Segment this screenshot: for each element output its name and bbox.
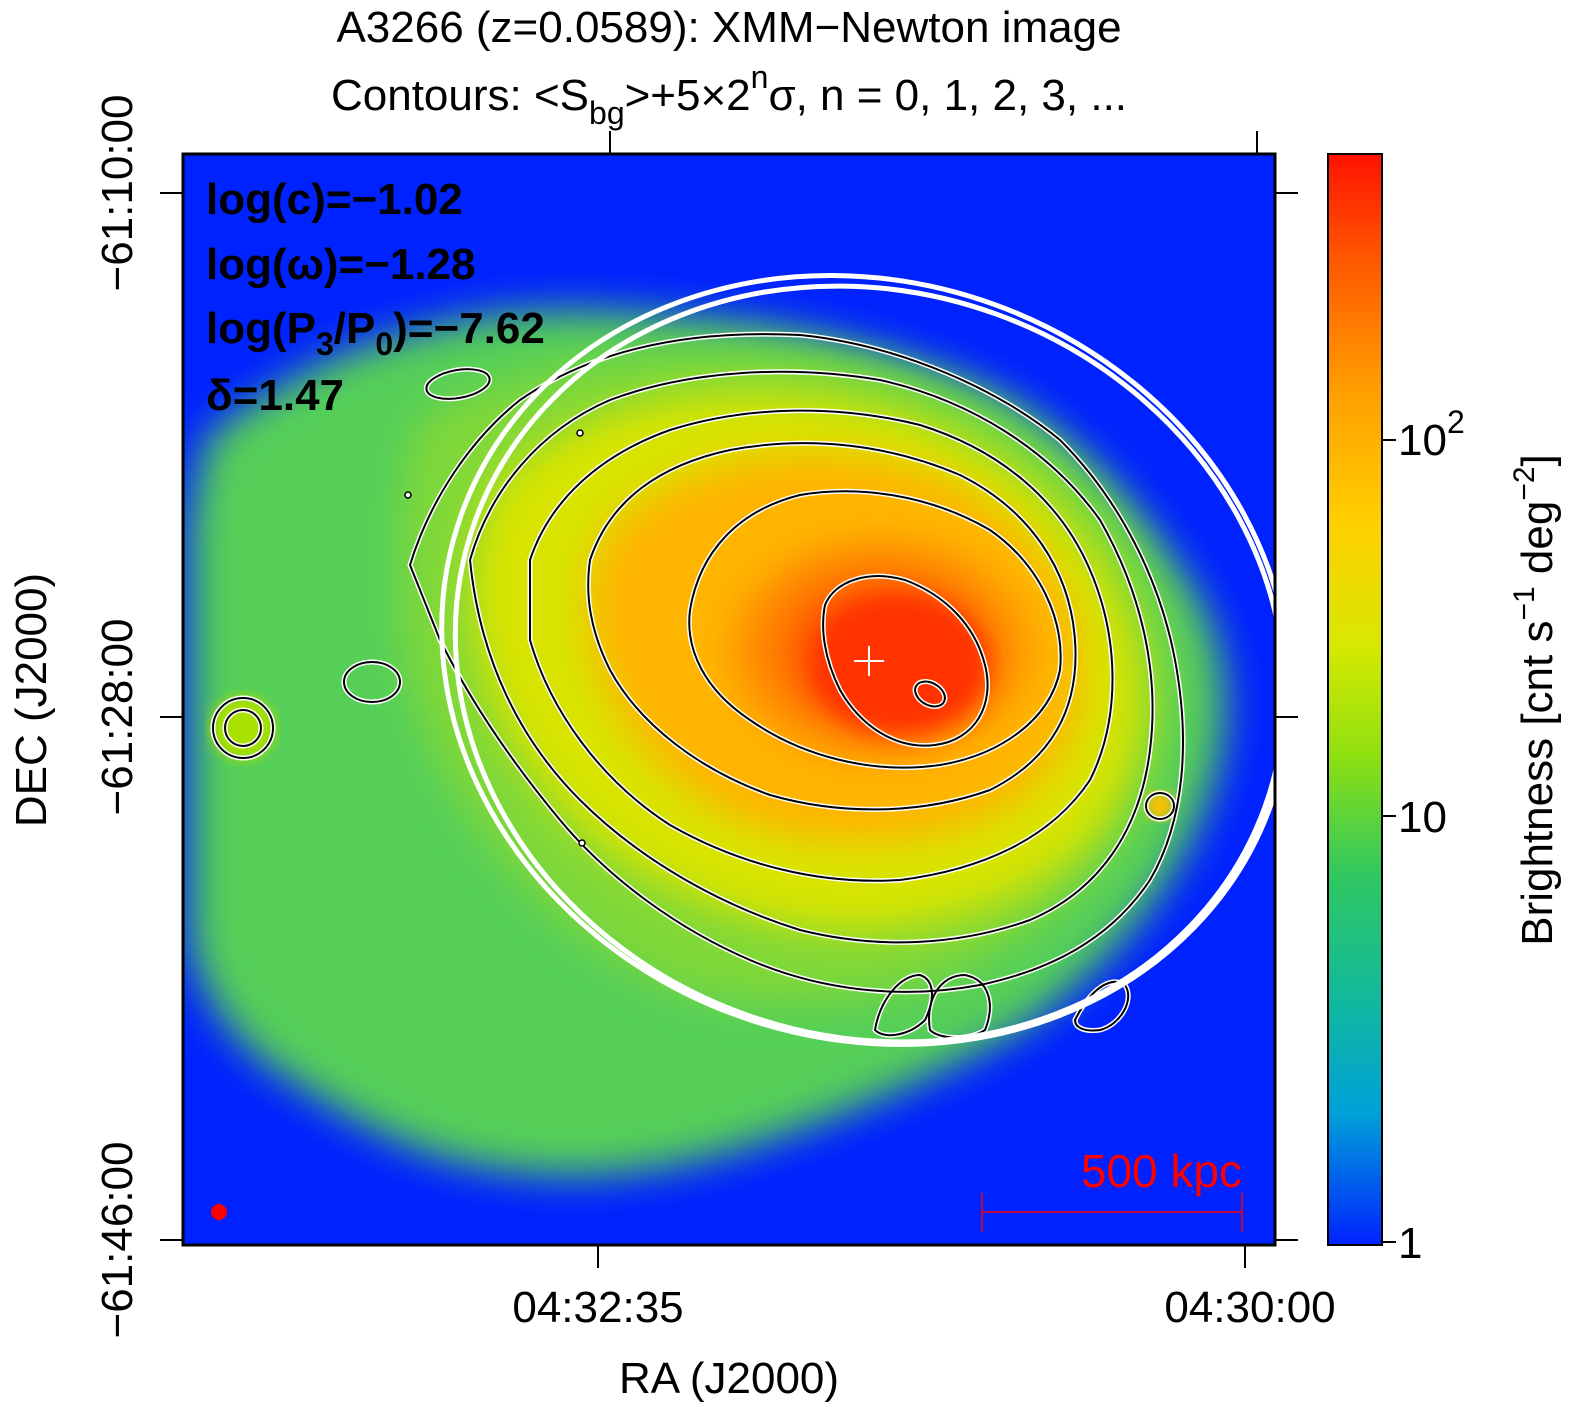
colorbar-gradient [1328,154,1382,1245]
point-source-east-glow [1146,792,1174,820]
plot-frame [181,152,1277,1247]
param-concentration: log(c)=−1.02 [206,175,463,224]
parameter-block: log(c)=−1.02 log(ω)=−1.28 log(P3/P0)=−7.… [206,175,545,420]
figure-title: A3266 (z=0.0589): XMM−Newton image [336,3,1121,52]
y-axis-label: DEC (J2000) [7,573,56,827]
y-tick-label: −61:10:00 [93,95,142,292]
y-tick-label: −61:28:00 [93,619,142,816]
beam-marker-icon [211,1204,227,1220]
x-tick-label: 04:30:00 [1164,1283,1335,1332]
xray-image: 500 kpc log(c)=−1.02 log(ω)=−1.28 log(P3… [183,154,1275,1245]
center-cross-icon [854,646,884,676]
colorbar-tick-label: 10 [1398,793,1447,842]
point-source-glow [211,696,275,760]
aperture-ellipse [439,273,1275,1047]
colorbar-tick-label: 1 [1398,1219,1422,1268]
figure-subtitle: Contours: <Sbg>+5×2nσ, n = 0, 1, 2, 3, .… [331,59,1127,131]
x-axis-label: RA (J2000) [619,1354,839,1403]
colorbar-label: Brightness [cnt s−1 deg−2] [1508,454,1562,946]
param-power-ratio: log(P3/P0)=−7.62 [206,304,545,362]
x-tick-label: 04:32:35 [512,1283,683,1332]
y-tick-label: −61:46:00 [93,1142,142,1339]
colorbar-tick-label: 102 [1398,404,1465,465]
scale-bar [981,1193,1243,1232]
colorbar: 102 10 1 Brightness [cnt s−1 deg−2] [1327,153,1562,1268]
axis-ticks [160,131,1298,1268]
core-peak [810,595,990,735]
colorbar-frame [1327,153,1383,1246]
param-centroid-shift: log(ω)=−1.28 [206,240,475,289]
scale-bar-label: 500 kpc [1081,1145,1242,1197]
param-delta: δ=1.47 [206,371,344,420]
